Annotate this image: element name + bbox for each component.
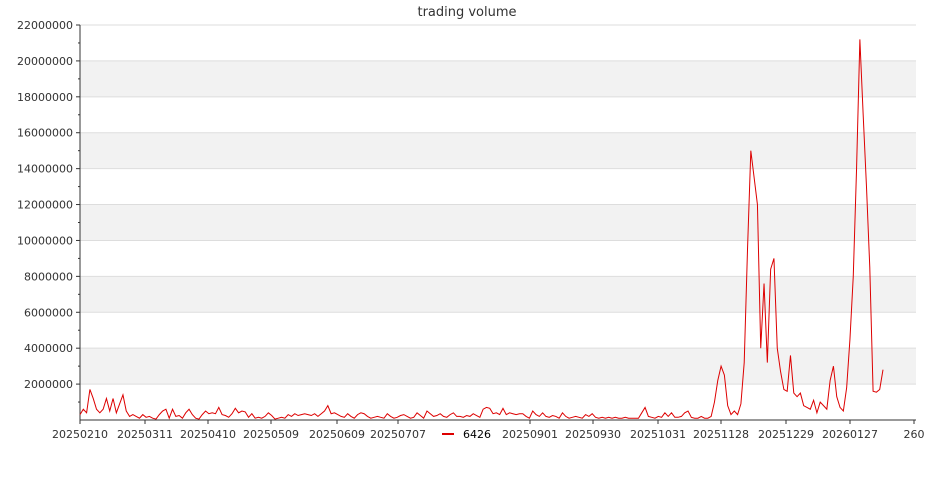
grid-band	[80, 60, 916, 97]
x-tick-label: 20250707	[370, 428, 426, 441]
grid-band	[80, 276, 916, 313]
x-tick-label: 20260127	[822, 428, 878, 441]
x-tick-label: 20251229	[758, 428, 814, 441]
y-tick-label: 6000000	[24, 306, 73, 319]
y-axis-ticks: 2000000 4000000 6000000 8000000 10000000 1200…	[17, 19, 80, 403]
y-tick-label: 18000000	[17, 91, 73, 104]
y-tick-label: 22000000	[17, 19, 73, 32]
legend-label: 6426	[463, 428, 491, 441]
series-layer	[79, 39, 884, 420]
y-tick-label: 2000000	[24, 378, 73, 391]
x-tick-label: 20250901	[502, 428, 558, 441]
x-tick-label: 260	[904, 428, 925, 441]
y-tick-label: 14000000	[17, 163, 73, 176]
series-line-6426	[79, 39, 884, 420]
grid-band	[80, 204, 916, 241]
y-tick-label: 4000000	[24, 342, 73, 355]
grid-lines	[80, 24, 916, 385]
chart-title: trading volume	[417, 5, 516, 20]
x-tick-label: 20250410	[180, 428, 236, 441]
grid-band	[80, 132, 916, 169]
x-tick-label: 20250609	[309, 428, 365, 441]
x-tick-label: 20250210	[52, 428, 108, 441]
x-axis-ticks: 20250210 20250311 20250410 20250509 20250609…	[52, 420, 925, 441]
x-tick-label: 20250509	[243, 428, 299, 441]
y-tick-label: 20000000	[17, 55, 73, 68]
grid-band	[80, 348, 916, 385]
x-tick-label: 20250930	[565, 428, 621, 441]
x-tick-label: 20250311	[117, 428, 173, 441]
x-tick-label: 20251128	[693, 428, 749, 441]
y-tick-label: 8000000	[24, 270, 73, 283]
x-tick-label: 20251031	[630, 428, 686, 441]
y-tick-label: 12000000	[17, 199, 73, 212]
grid-bands	[80, 60, 916, 385]
legend: 6426	[442, 428, 491, 441]
y-tick-label: 16000000	[17, 127, 73, 140]
y-tick-label: 10000000	[17, 234, 73, 247]
